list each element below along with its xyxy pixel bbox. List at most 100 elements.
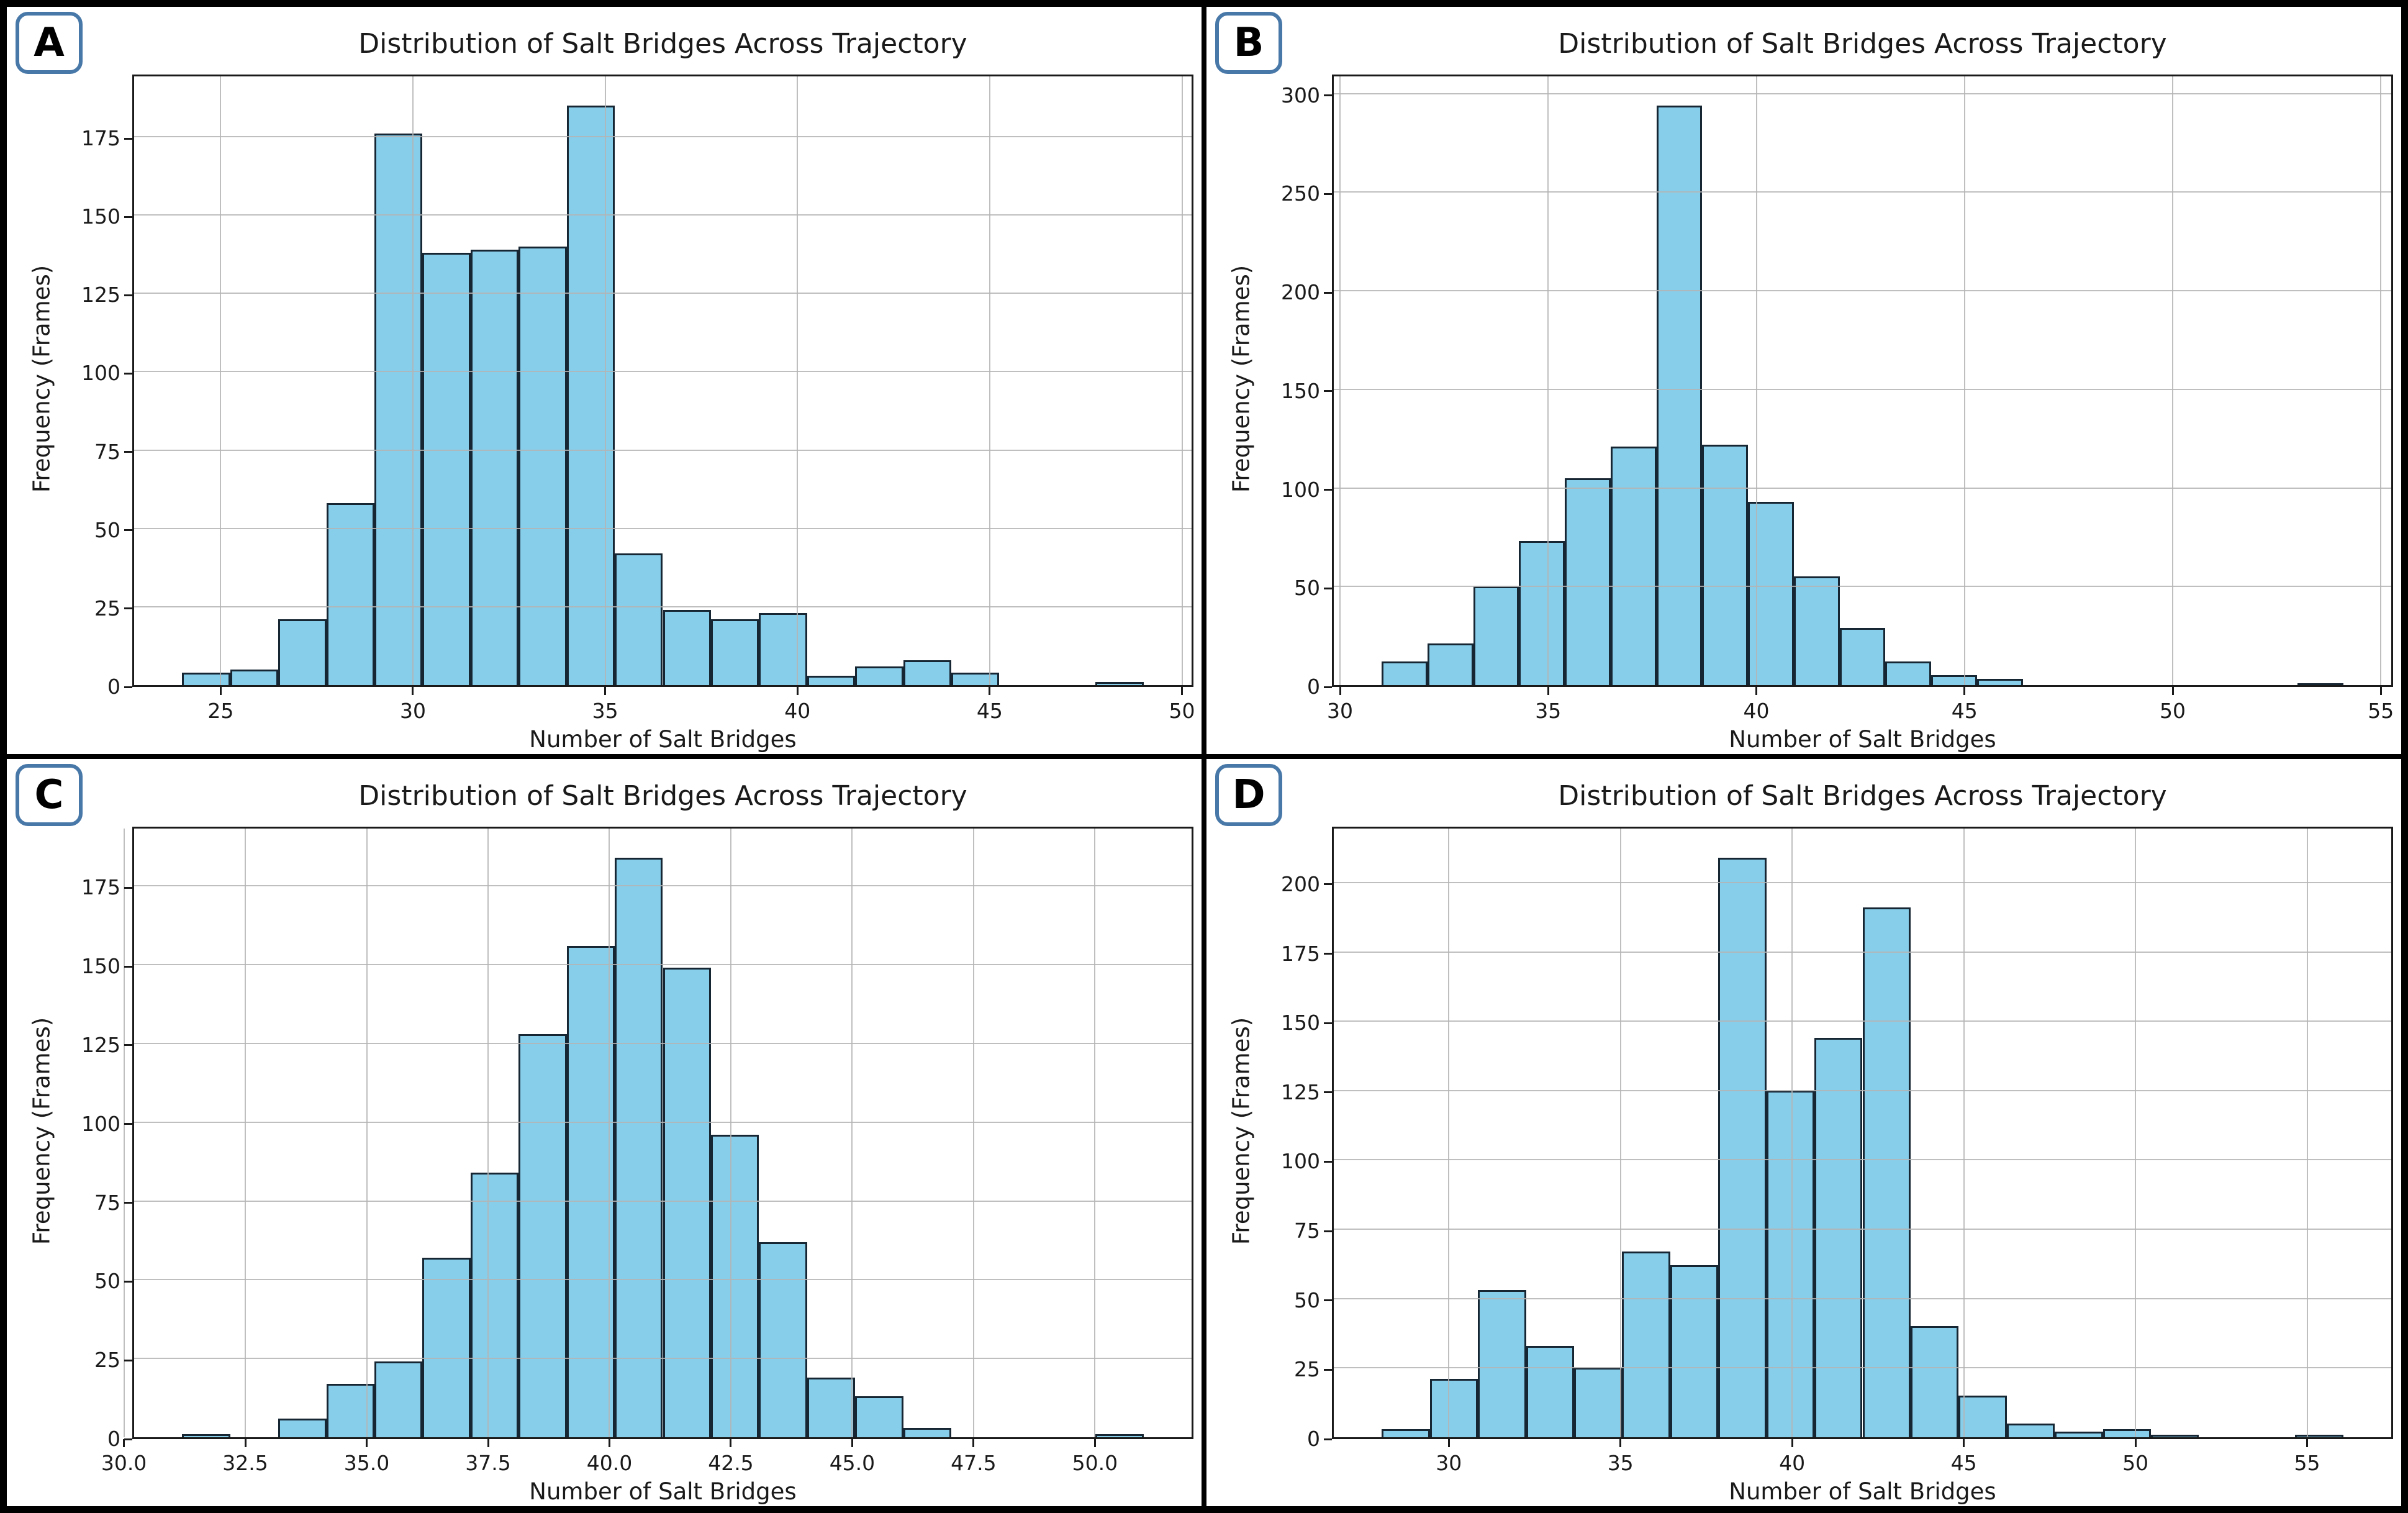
- gridline: [366, 829, 368, 1437]
- y-tickmark: [1324, 94, 1332, 97]
- x-tick-label: 45: [1951, 699, 1978, 723]
- histogram-bar: [278, 619, 327, 685]
- gridline: [1334, 388, 2391, 390]
- x-tick-label: 50: [1169, 699, 1195, 723]
- gridline: [1334, 881, 2391, 883]
- panel-a: A Distribution of Salt Bridges Across Tr…: [4, 4, 1204, 756]
- histogram-bar: [1622, 1251, 1670, 1437]
- gridline: [134, 1042, 1192, 1044]
- gridline: [2380, 76, 2382, 685]
- gridline: [1448, 829, 1450, 1437]
- x-tickmark: [1963, 1439, 1965, 1447]
- histogram-bar: [374, 1361, 423, 1437]
- x-tick-label: 50.0: [1072, 1451, 1118, 1475]
- histogram-bar: [2297, 683, 2343, 685]
- panel-label: A: [34, 20, 65, 66]
- chart-title: Distribution of Salt Bridges Across Traj…: [1558, 780, 2167, 812]
- x-tickmark: [487, 1439, 489, 1447]
- x-tickmark: [1093, 1439, 1096, 1447]
- gridline: [1755, 76, 1757, 685]
- x-tickmark: [2134, 1439, 2137, 1447]
- chart-title: Distribution of Salt Bridges Across Traj…: [358, 28, 967, 60]
- histogram-bar: [1095, 1433, 1144, 1437]
- x-tick-label: 35: [1607, 1451, 1634, 1475]
- y-tickmark: [1324, 489, 1332, 491]
- panel-label-badge: B: [1215, 12, 1282, 74]
- gridline: [989, 76, 990, 685]
- panel-label-badge: D: [1215, 764, 1282, 826]
- histogram-bar: [663, 968, 711, 1437]
- y-tickmark: [124, 1044, 132, 1047]
- y-tick-label: 125: [81, 1032, 120, 1057]
- x-axis-label: Number of Salt Bridges: [1729, 1478, 1996, 1505]
- gridline: [1334, 93, 2391, 94]
- y-tickmark: [124, 1359, 132, 1361]
- x-tick-label: 50: [2160, 699, 2186, 723]
- y-tick-label: 0: [107, 675, 120, 699]
- histogram-bar: [1429, 1379, 1478, 1437]
- y-tick-label: 100: [81, 1111, 120, 1136]
- histogram-bar: [1814, 1037, 1863, 1437]
- histogram-bar: [1382, 1429, 1430, 1437]
- gridline: [1334, 1367, 2391, 1369]
- x-tickmark: [1963, 687, 1966, 695]
- y-tickmark: [1324, 1438, 1332, 1440]
- histogram-bar: [2295, 1434, 2343, 1437]
- y-tickmark: [124, 1202, 132, 1204]
- y-tickmark: [1324, 1230, 1332, 1232]
- y-tick-label: 300: [1281, 83, 1320, 107]
- y-tick-label: 200: [1281, 871, 1320, 896]
- gridline: [123, 829, 125, 1437]
- x-tickmark: [851, 1439, 853, 1447]
- y-tickmark: [124, 607, 132, 610]
- x-tick-label: 40.0: [586, 1451, 633, 1475]
- histogram-bar: [1427, 643, 1473, 685]
- histogram-bar: [903, 660, 951, 685]
- x-tickmark: [219, 687, 222, 695]
- x-tick-label: 30.0: [101, 1451, 147, 1475]
- gridline: [1334, 1297, 2391, 1299]
- y-tickmark: [124, 686, 132, 688]
- histogram-bar: [326, 503, 375, 685]
- histogram-bar: [903, 1427, 951, 1437]
- histogram-bar: [182, 1433, 230, 1437]
- histogram-bar: [470, 249, 519, 685]
- gridline: [134, 964, 1192, 966]
- histogram-bar: [470, 1172, 519, 1437]
- y-tickmark: [124, 886, 132, 889]
- x-axis-label: Number of Salt Bridges: [529, 1478, 797, 1505]
- y-tick-label: 100: [1281, 477, 1320, 502]
- y-tickmark: [124, 216, 132, 218]
- histogram-bar: [855, 1396, 903, 1437]
- gridline: [1334, 1159, 2391, 1161]
- gridline: [134, 1358, 1192, 1360]
- y-tickmark: [124, 137, 132, 140]
- histogram-bar: [615, 857, 663, 1437]
- gridline: [972, 829, 974, 1437]
- plot-area: [123, 827, 1193, 1439]
- x-tickmark: [2171, 687, 2174, 695]
- gridline: [134, 527, 1192, 529]
- x-axis-label: Number of Salt Bridges: [529, 726, 797, 753]
- histogram-bar: [1670, 1265, 1719, 1437]
- histogram-bar: [374, 134, 423, 685]
- y-tick-label: 75: [1294, 1219, 1320, 1243]
- y-tickmark: [1324, 1160, 1332, 1163]
- x-tickmark: [366, 1439, 368, 1447]
- histogram-bar: [278, 1418, 327, 1437]
- x-tick-label: 45: [1950, 1451, 1977, 1475]
- panel-label: C: [34, 772, 64, 818]
- histogram-bar: [518, 246, 567, 685]
- x-tickmark: [412, 687, 414, 695]
- panel-label: B: [1233, 20, 1264, 66]
- y-tick-label: 125: [81, 283, 120, 307]
- y-tickmark: [1324, 1091, 1332, 1094]
- gridline: [134, 1279, 1192, 1281]
- y-tick-label: 150: [81, 204, 120, 229]
- chart-title: Distribution of Salt Bridges Across Traj…: [358, 780, 967, 812]
- y-tick-label: 75: [94, 1190, 120, 1215]
- x-tick-label: 42.5: [708, 1451, 754, 1475]
- x-tickmark: [1447, 1439, 1450, 1447]
- y-tick-label: 250: [1281, 181, 1320, 206]
- histogram-bar: [1862, 907, 1911, 1437]
